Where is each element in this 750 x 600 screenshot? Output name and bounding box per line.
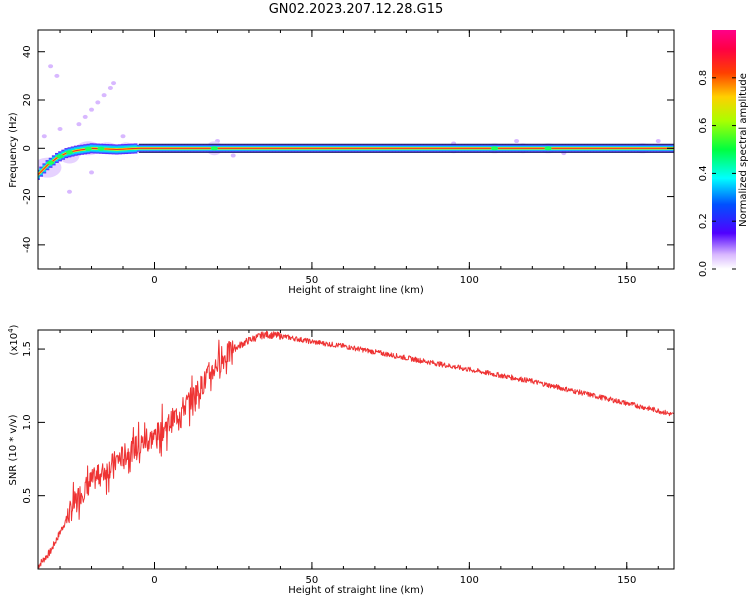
spectral-point-faint (41, 134, 47, 139)
spectral-point-faint (82, 114, 88, 119)
colorbar-label: Normalized spectral amplitude (738, 73, 749, 227)
colorbar-tick-label: 0.8 (698, 70, 709, 86)
spectral-spot (544, 146, 552, 151)
snr-y-exponent: (x104) (7, 324, 20, 355)
x-tick-label: 150 (617, 575, 636, 586)
spectral-spot (47, 160, 55, 165)
y-tick-label: -20 (22, 188, 33, 204)
x-tick-label: 100 (460, 575, 479, 586)
y-tick-label: 40 (22, 45, 33, 58)
y-tick-label: -40 (22, 237, 33, 253)
spectrogram-y-label: Frequency (Hz) (8, 112, 19, 188)
spectral-spot (65, 150, 73, 155)
spectral-point-faint (101, 93, 107, 98)
spectral-spot (56, 154, 64, 159)
colorbar-gradient (712, 30, 736, 269)
spectral-spot (97, 146, 105, 151)
colorbar: 0.0 0.2 0.4 0.6 0.8 Normalized spectral ampl… (698, 30, 749, 277)
spectrogram-image (38, 64, 674, 194)
spectral-spot (210, 146, 218, 151)
colorbar-tick-label: 0.6 (698, 118, 709, 134)
spectral-point-faint (514, 139, 520, 144)
colorbar-tick-label: 0.2 (698, 213, 709, 229)
spectral-point-faint (66, 189, 72, 194)
snr-frame (37, 329, 675, 570)
colorbar-tick-label: 0.4 (698, 165, 709, 181)
x-tick-label: 150 (617, 275, 636, 286)
x-tick-label: 100 (460, 275, 479, 286)
spectral-ridge-red (38, 147, 674, 176)
y-tick-label: 20 (22, 94, 33, 107)
spectrogram-x-label: Height of straight line (km) (288, 285, 424, 296)
snr-x-label: Height of straight line (km) (288, 585, 424, 596)
spectral-point-faint (54, 73, 60, 78)
chart-title: GN02.2023.207.12.28.G15 (268, 2, 444, 17)
spectral-point-faint (655, 139, 661, 144)
snr-y-label: SNR (10 * v/v) (8, 414, 19, 485)
x-tick-label: 0 (151, 575, 157, 586)
spectral-point-faint (107, 85, 113, 90)
x-tick-label: 0 (151, 275, 157, 286)
spectral-point-faint (76, 122, 82, 127)
spectrogram-panel: 0 50 100 150 -40 -20 0 20 40 Height of straight… (8, 29, 675, 296)
y-tick-label: 1.5 (22, 341, 33, 357)
spectral-point-faint (89, 107, 95, 112)
spectral-spot (84, 146, 92, 151)
spectral-point-faint (120, 134, 126, 139)
spectral-point-faint (230, 153, 236, 158)
spectral-point-faint (48, 64, 54, 69)
y-tick-label: 0.5 (22, 488, 33, 504)
spectral-point-faint (95, 100, 101, 105)
spectrogram-frame (37, 29, 675, 270)
x-tick-label: 50 (306, 575, 319, 586)
snr-panel: 0 50 100 150 0.5 1.0 1.5 Height of straight l… (7, 324, 675, 596)
y-tick-label: 1.0 (22, 414, 33, 430)
y-tick-label: 0 (22, 145, 33, 151)
x-tick-label: 50 (306, 275, 319, 286)
spectral-point-faint (57, 126, 63, 131)
spectral-point-faint (111, 81, 117, 86)
spectral-spot (491, 146, 499, 151)
colorbar-tick-label: 0.0 (698, 261, 709, 277)
snr-series-line (38, 330, 674, 569)
spectral-point-faint (89, 170, 95, 175)
